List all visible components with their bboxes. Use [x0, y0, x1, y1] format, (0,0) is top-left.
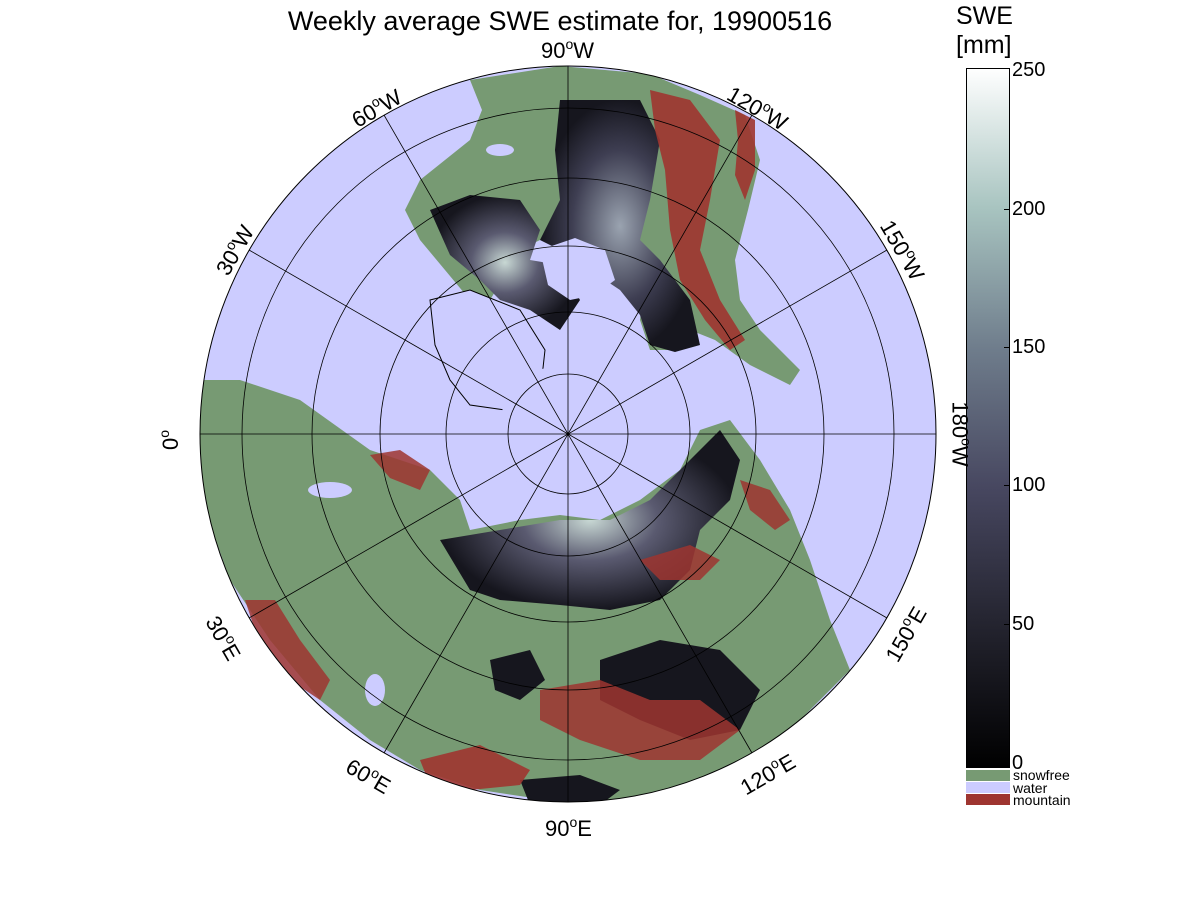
colorbar-tickmark-100: [1004, 485, 1010, 486]
east-asia-mountains: [640, 545, 720, 580]
colorbar-tickmark-50: [1004, 624, 1010, 625]
legend-swatch-snowfree: [966, 770, 1010, 781]
colorbar-title: SWE [mm]: [956, 2, 1013, 60]
rockies-mountains: [650, 90, 745, 350]
legend-swatch-mountain: [966, 794, 1010, 805]
colorbar-title-line2: [mm]: [956, 31, 1012, 59]
himalaya-snow-region: [520, 775, 620, 802]
colorbar-tick-200: 200: [1012, 198, 1046, 220]
legend-label-snowfree: snowfree: [1013, 767, 1070, 783]
colorbar-frame: [966, 68, 1010, 768]
colorbar-tick-100: 100: [1012, 474, 1046, 496]
hudson-bay: [540, 238, 615, 300]
baltic-sea: [308, 482, 352, 498]
colorbar-tickmark-200: [1004, 209, 1010, 210]
lon-label-90e: 90oE: [545, 814, 592, 841]
colorbar-tick-150: 150: [1012, 336, 1046, 358]
coast-mountains: [735, 110, 755, 200]
colorbar-tick-50: 50: [1012, 613, 1035, 635]
colorbar-tick-250: 250: [1012, 59, 1046, 81]
map-border: [199, 65, 937, 803]
legend-label-water: water: [1013, 780, 1048, 796]
lon-label-90w: 90oW: [541, 36, 595, 63]
map-title: Weekly average SWE estimate for, 1990051…: [287, 6, 833, 36]
caspian-sea: [365, 674, 385, 706]
himalaya-mountains: [420, 745, 530, 790]
graticule: [200, 66, 936, 802]
legend-label-mountain: mountain: [1013, 792, 1071, 808]
colorbar-tick-0: 0: [1012, 752, 1024, 774]
central-asia-mountains: [540, 680, 740, 760]
colorbar-tickmark-150: [1004, 347, 1010, 348]
canada-snow-region: [540, 100, 700, 352]
colorbar-title-line1: SWE: [956, 2, 1013, 30]
hudson-snow-region: [430, 195, 580, 330]
colorbar-gradient: [966, 68, 1010, 768]
scandinavia-mountains: [370, 450, 430, 490]
lon-label-0: 0o: [156, 429, 184, 451]
great-lakes: [486, 144, 514, 156]
kamchatka-mountains: [740, 480, 790, 530]
european-mountains: [245, 600, 330, 700]
legend-swatch-water: [966, 782, 1010, 793]
